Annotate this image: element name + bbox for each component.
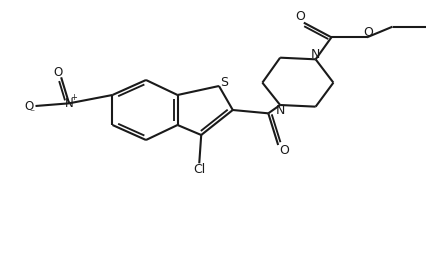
Text: S: S — [220, 75, 228, 89]
Text: O: O — [53, 66, 63, 79]
Text: Cl: Cl — [193, 163, 205, 176]
Text: +: + — [71, 93, 78, 102]
Text: N: N — [311, 48, 320, 61]
Text: O: O — [363, 26, 373, 39]
Text: O: O — [279, 144, 289, 156]
Text: ⁻: ⁻ — [29, 108, 34, 118]
Text: N: N — [276, 103, 285, 117]
Text: N: N — [65, 97, 73, 110]
Text: O: O — [295, 10, 305, 23]
Text: O: O — [24, 100, 33, 112]
